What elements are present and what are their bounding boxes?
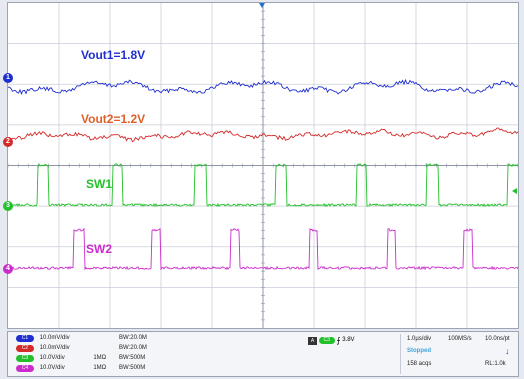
vout2-label: Vout2=1.2V [81,112,146,126]
ch4-coupling: 1MΩ [93,365,107,371]
ch1-bandwidth: BW:20.0M [119,335,147,341]
ch2-ground-marker[interactable]: 2 [3,137,13,147]
channel-row-1[interactable]: C1 10.0mV/div BW:20.0M [16,334,147,343]
rising-edge-icon: ⨍ [336,336,341,345]
ch4-scale: 10.0V/div [39,365,65,371]
waveform-display[interactable]: 1 2 3 4 Vout1=1.8V Vout2=1.2V SW1 SW2 [3,2,519,329]
sw2-label: SW2 [86,242,113,256]
trigger-level-marker[interactable] [512,188,517,194]
vout2-trace [8,127,518,143]
ch3-bandwidth: BW:500M [119,355,146,361]
acquisition-count: 158 acqs [407,361,432,367]
ch3-coupling: 1MΩ [93,355,107,361]
trigger-mode-badge: A [308,336,317,345]
status-bar: C1 10.0mV/div BW:20.0M C2 10.0mV/div BW:… [7,331,519,377]
acquisition-status: Stopped [407,348,431,354]
channel-row-3[interactable]: C3 10.0V/div 1MΩ BW:500M [16,354,145,363]
vout1-trace [8,78,518,95]
trigger-settings[interactable]: A C3 ⨍ 3.8V [308,335,355,346]
ch2-scale: 10.0mV/div [39,345,70,351]
sw1-trace [8,162,518,208]
arrow-down-icon[interactable]: ↓ [505,346,510,356]
ch3-scale: 10.0V/div [39,355,65,361]
sw2-trace [8,227,518,271]
time-per-point: 10.0ns/pt [485,336,510,342]
waveform-plot [8,3,518,328]
ch3-ground-marker[interactable]: 3 [3,201,13,211]
sw1-label: SW1 [86,177,113,191]
time-per-div: 1.0µs/div [407,336,432,342]
record-length: RL:1.0k [485,361,506,367]
trigger-channel-badge: C3 [318,337,335,344]
timebase-panel[interactable]: 1.0µs/div 100MS/s 10.0ns/pt Stopped ↓ 15… [400,334,517,374]
ch3-badge: C3 [16,355,34,362]
channel-row-2[interactable]: C2 10.0mV/div BW:20.0M [16,344,147,353]
ch1-badge: C1 [16,335,34,342]
trigger-level: 3.8V [342,337,355,343]
vout1-label: Vout1=1.8V [81,48,146,62]
ch1-scale: 10.0mV/div [39,335,70,341]
ch2-badge: C2 [16,345,34,352]
ch4-bandwidth: BW:500M [119,365,146,371]
ch4-ground-marker[interactable]: 4 [3,264,13,274]
trigger-position-marker[interactable] [259,3,265,8]
ch2-bandwidth: BW:20.0M [119,345,147,351]
ch1-ground-marker[interactable]: 1 [3,73,13,83]
channel-row-4[interactable]: C4 10.0V/div 1MΩ BW:500M [16,364,145,373]
ch4-badge: C4 [16,365,34,372]
sample-rate: 100MS/s [448,336,472,342]
